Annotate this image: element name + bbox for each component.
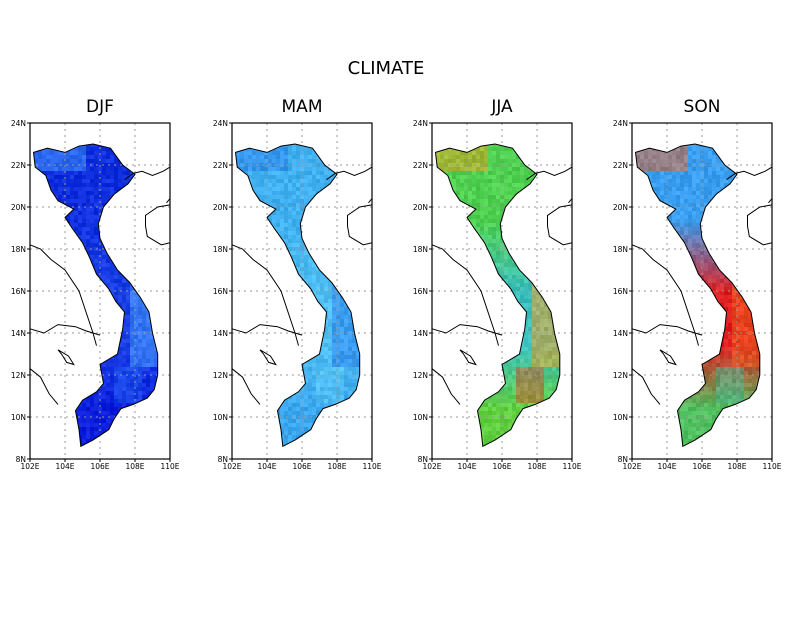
- y-tick-label: 16N: [11, 287, 26, 296]
- panel-title: MAM: [282, 97, 323, 117]
- y-tick-label: 8N: [16, 455, 26, 464]
- y-tick-label: 14N: [413, 329, 428, 338]
- y-tick-label: 18N: [11, 245, 26, 254]
- y-tick-label: 16N: [213, 287, 228, 296]
- y-tick-label: 8N: [218, 455, 228, 464]
- y-tick-label: 14N: [613, 329, 628, 338]
- y-tick-label: 12N: [11, 371, 26, 380]
- x-tick-label: 104E: [55, 462, 74, 471]
- x-tick-label: 110E: [762, 462, 781, 471]
- y-tick-label: 10N: [213, 413, 228, 422]
- map-panel-djf: DJF 102E 104E 106E 108E 110E 8N 10N 12N 14N 16N 18N…: [11, 97, 180, 471]
- map-panels: DJF 102E 104E 106E 108E 110E 8N 10N 12N 14N 16N 18N…: [11, 97, 782, 471]
- y-tick-label: 14N: [213, 329, 228, 338]
- x-tick-label: 106E: [90, 462, 109, 471]
- y-tick-label: 8N: [618, 455, 628, 464]
- panel-title: DJF: [86, 97, 114, 117]
- y-tick-label: 16N: [413, 287, 428, 296]
- y-tick-label: 20N: [613, 203, 628, 212]
- x-tick-label: 106E: [492, 462, 511, 471]
- grid-lines: [232, 123, 372, 459]
- y-tick-label: 22N: [613, 161, 628, 170]
- x-tick-label: 106E: [292, 462, 311, 471]
- y-tick-label: 8N: [418, 455, 428, 464]
- grid-lines: [632, 123, 772, 459]
- x-tick-label: 104E: [657, 462, 676, 471]
- x-tick-label: 106E: [692, 462, 711, 471]
- y-tick-label: 16N: [613, 287, 628, 296]
- y-tick-label: 20N: [11, 203, 26, 212]
- x-tick-label: 110E: [562, 462, 581, 471]
- x-tick-label: 108E: [125, 462, 144, 471]
- y-tick-label: 12N: [213, 371, 228, 380]
- figure-title: CLIMATE: [348, 58, 425, 79]
- x-tick-label: 108E: [327, 462, 346, 471]
- y-tick-label: 18N: [613, 245, 628, 254]
- x-tick-label: 110E: [362, 462, 381, 471]
- y-tick-label: 10N: [11, 413, 26, 422]
- y-tick-label: 22N: [11, 161, 26, 170]
- x-tick-label: 104E: [457, 462, 476, 471]
- y-tick-label: 22N: [213, 161, 228, 170]
- x-tick-label: 102E: [222, 462, 241, 471]
- y-tick-label: 24N: [613, 119, 628, 128]
- map-panel-mam: MAM 102E 104E 106E 108E 110E 8N 10N 12N 14N 16N 18N…: [213, 97, 382, 471]
- y-tick-label: 20N: [213, 203, 228, 212]
- y-tick-label: 20N: [413, 203, 428, 212]
- y-tick-label: 24N: [413, 119, 428, 128]
- x-tick-label: 108E: [527, 462, 546, 471]
- x-tick-label: 104E: [257, 462, 276, 471]
- panel-title: JJA: [490, 97, 513, 117]
- x-tick-label: 102E: [422, 462, 441, 471]
- y-tick-label: 12N: [413, 371, 428, 380]
- y-tick-label: 10N: [613, 413, 628, 422]
- y-tick-label: 24N: [11, 119, 26, 128]
- x-tick-label: 110E: [160, 462, 179, 471]
- x-tick-label: 102E: [622, 462, 641, 471]
- x-tick-label: 102E: [20, 462, 39, 471]
- panel-title: SON: [684, 97, 721, 117]
- y-tick-label: 12N: [613, 371, 628, 380]
- y-tick-label: 14N: [11, 329, 26, 338]
- y-tick-label: 18N: [213, 245, 228, 254]
- coastline: [431, 143, 573, 448]
- grid-lines: [30, 123, 170, 459]
- grid-lines: [432, 123, 572, 459]
- y-tick-label: 22N: [413, 161, 428, 170]
- x-tick-label: 108E: [727, 462, 746, 471]
- coastline: [631, 143, 773, 448]
- y-tick-label: 18N: [413, 245, 428, 254]
- map-panel-son: SON 102E 104E 106E 108E 110E 8N 10N 12N 14N 16N 18N…: [613, 97, 782, 471]
- y-tick-label: 24N: [213, 119, 228, 128]
- y-tick-label: 10N: [413, 413, 428, 422]
- map-panel-jja: JJA 102E 104E 106E 108E 110E 8N 10N 12N 14N 16N 18N…: [413, 97, 582, 471]
